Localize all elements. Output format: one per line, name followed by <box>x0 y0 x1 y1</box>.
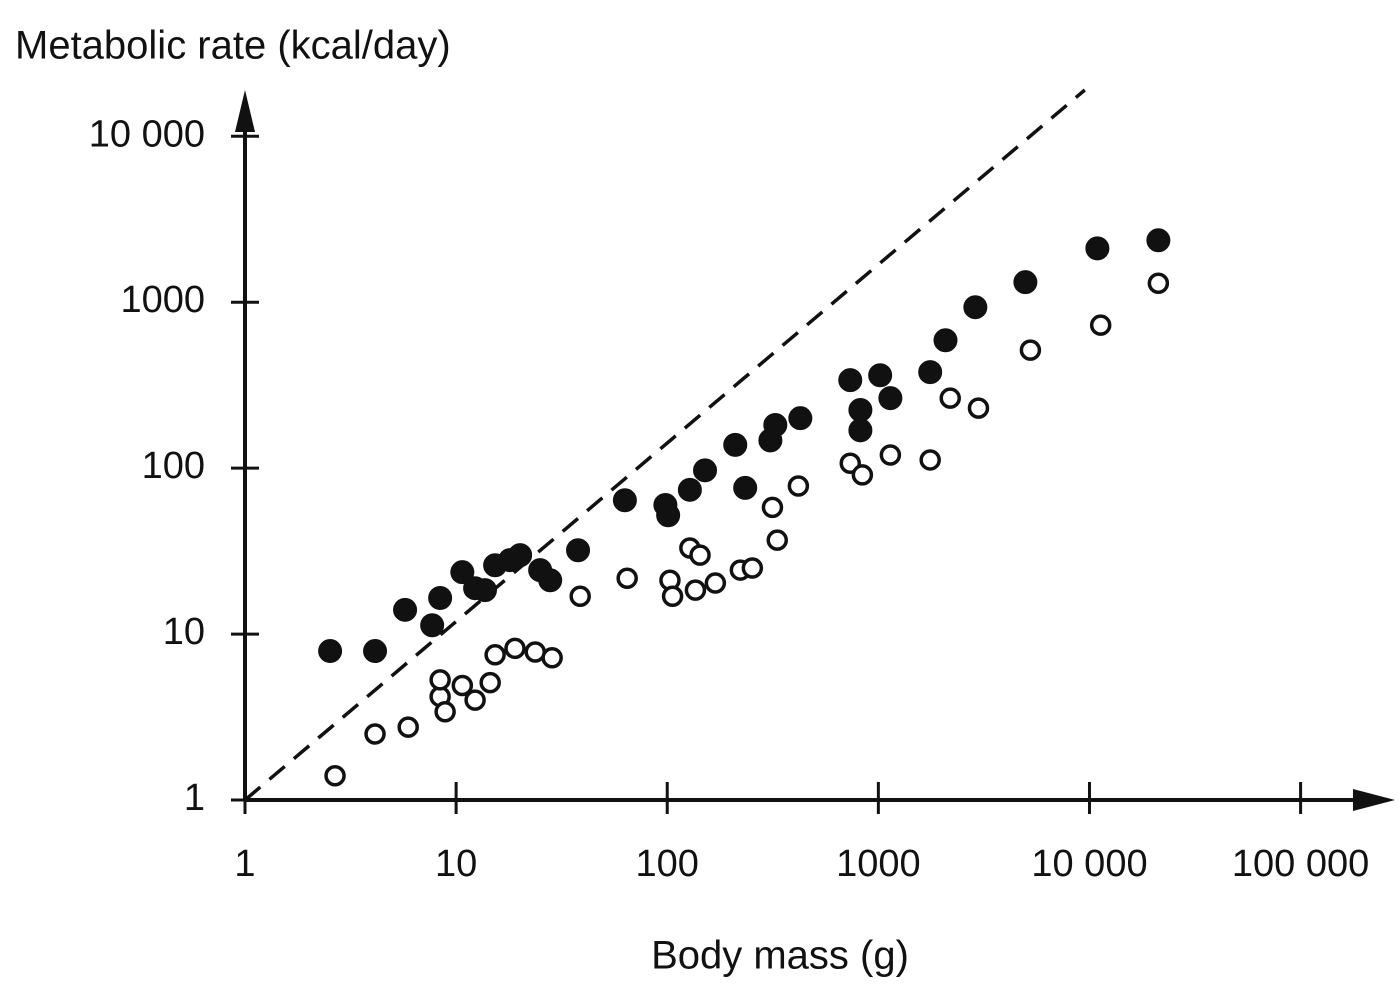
reference-line <box>243 88 1086 802</box>
open-point <box>451 674 474 697</box>
x-axis-title: Body mass (g) <box>651 934 909 978</box>
filled-point <box>963 295 988 320</box>
open-point <box>1147 272 1170 295</box>
open-point <box>569 585 591 607</box>
y-tick-label: 1000 <box>120 279 205 321</box>
filled-point <box>508 543 533 568</box>
filled-point <box>1085 236 1110 261</box>
y-tick-label: 100 <box>142 445 205 487</box>
filled-point <box>838 368 863 393</box>
y-tick-label: 1 <box>184 777 205 819</box>
open-point <box>851 464 874 486</box>
filled-point <box>848 418 873 443</box>
x-axis-arrow <box>1353 789 1395 811</box>
filled-point <box>677 477 702 502</box>
open-point <box>939 387 961 409</box>
open-point <box>766 529 789 551</box>
y-tick-label: 10 000 <box>89 113 205 155</box>
filled-point <box>693 458 718 483</box>
x-tick-label: 1 <box>234 843 255 885</box>
filled-point <box>393 597 418 622</box>
open-point <box>879 444 902 466</box>
open-point <box>661 585 684 607</box>
open-point <box>541 646 563 669</box>
x-tick-label: 10 000 <box>1031 843 1147 885</box>
open-point <box>324 765 346 787</box>
filled-point <box>763 412 788 437</box>
y-tick-label: 10 <box>163 611 205 653</box>
open-point <box>1019 339 1042 361</box>
open-point <box>484 644 506 666</box>
open-point <box>967 397 990 419</box>
filled-point <box>733 475 758 500</box>
open-point <box>616 567 638 589</box>
open-point <box>429 669 451 691</box>
open-point <box>689 544 711 566</box>
filled-point <box>848 398 873 423</box>
filled-point <box>918 360 943 385</box>
filled-point <box>450 560 475 585</box>
open-point <box>364 723 386 745</box>
filled-point <box>656 503 681 528</box>
filled-point <box>318 639 343 664</box>
open-point <box>704 572 727 594</box>
filled-point <box>363 639 388 664</box>
filled-point <box>1146 228 1171 253</box>
open-point <box>1089 314 1112 336</box>
open-point <box>397 716 419 738</box>
x-tick-label: 100 <box>636 843 699 885</box>
open-point <box>787 475 810 497</box>
filled-point <box>538 568 563 593</box>
open-point <box>919 449 941 471</box>
x-tick-label: 1000 <box>836 843 921 885</box>
open-point <box>741 557 764 579</box>
open-point <box>464 689 486 711</box>
filled-point <box>788 406 813 431</box>
filled-point <box>472 578 497 603</box>
filled-point <box>1013 270 1038 295</box>
filled-point <box>723 432 748 457</box>
open-point <box>761 496 784 519</box>
x-tick-label: 10 <box>435 843 477 885</box>
filled-point <box>428 585 453 610</box>
filled-point <box>566 538 591 563</box>
y-axis-title: Metabolic rate (kcal/day) <box>15 24 451 68</box>
filled-point <box>612 488 637 513</box>
filled-point <box>420 613 445 638</box>
open-point <box>434 701 456 723</box>
filled-point <box>878 386 903 411</box>
y-axis-arrow <box>235 90 255 132</box>
open-point <box>684 579 707 601</box>
filled-point <box>868 363 893 388</box>
open-point <box>504 637 526 660</box>
filled-point <box>933 328 958 353</box>
open-point <box>479 671 501 694</box>
x-tick-label: 100 000 <box>1232 843 1369 885</box>
